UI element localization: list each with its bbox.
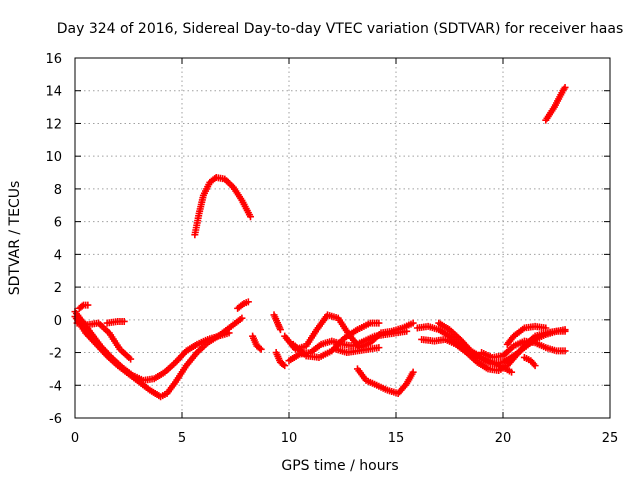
series-track-a — [71, 313, 246, 401]
data-point — [246, 213, 254, 221]
plot-area — [71, 83, 569, 401]
data-point — [561, 347, 569, 355]
data-point — [257, 345, 265, 353]
data-point — [561, 327, 569, 335]
y-axis-label: SDTVAR / TECUs — [7, 181, 23, 296]
series-track-e — [103, 317, 128, 327]
data-point — [281, 362, 289, 370]
data-point — [531, 362, 539, 370]
plot-frame — [74, 57, 611, 419]
y-tick-label: 14 — [45, 85, 62, 100]
y-tick-label: -2 — [49, 347, 62, 362]
data-point — [276, 326, 284, 334]
y-tick-label: 4 — [54, 248, 62, 263]
series-track-n — [332, 344, 383, 357]
y-tick-label: -4 — [49, 379, 62, 394]
chart-title: Day 324 of 2016, Sidereal Day-to-day VTE… — [57, 21, 624, 37]
data-point — [78, 302, 86, 310]
series-track-s — [478, 337, 569, 361]
series-track-h — [249, 332, 265, 353]
series-track-g — [191, 173, 254, 239]
series-track-c — [73, 319, 135, 363]
series-track-m — [289, 319, 383, 361]
data-point — [244, 298, 252, 306]
y-tick-label: 2 — [54, 281, 62, 296]
axis-ticks: 0 5 10 15 20 25 -6 -4 -2 0 2 4 6 8 10 12 14 16 — [45, 52, 618, 446]
data-point — [279, 361, 287, 369]
data-point — [508, 368, 516, 376]
x-tick-label: 10 — [281, 431, 298, 446]
data-point — [84, 301, 92, 309]
data-point — [542, 324, 550, 332]
y-tick-label: 12 — [45, 117, 62, 132]
data-point — [238, 314, 246, 322]
series-track-t — [503, 322, 550, 348]
data-point — [561, 83, 569, 91]
series-track-f — [234, 298, 252, 312]
series-track-r — [435, 319, 516, 376]
x-tick-label: 5 — [178, 431, 186, 446]
series-track-v — [542, 83, 569, 124]
data-point — [225, 329, 233, 337]
series-track-u — [520, 353, 539, 370]
series-track-j — [272, 349, 289, 370]
series-track-d — [75, 301, 92, 312]
x-tick-label: 0 — [71, 431, 79, 446]
data-point — [409, 368, 417, 376]
x-tick-label: 15 — [388, 431, 405, 446]
y-tick-label: 10 — [45, 150, 62, 165]
grid-lines — [75, 58, 610, 418]
x-tick-label: 20 — [495, 431, 512, 446]
data-point — [127, 355, 135, 363]
data-point — [409, 319, 417, 327]
y-tick-label: 16 — [45, 52, 62, 67]
y-tick-label: 6 — [54, 216, 62, 231]
y-tick-label: -6 — [49, 412, 62, 427]
data-point — [256, 344, 264, 352]
x-axis-label: GPS time / hours — [281, 458, 398, 474]
data-point — [375, 319, 383, 327]
series-track-o — [353, 365, 417, 397]
data-point — [375, 344, 383, 352]
data-point — [120, 317, 128, 325]
y-tick-label: 8 — [54, 183, 62, 198]
y-tick-label: 0 — [54, 314, 62, 329]
series-track-i — [270, 311, 284, 334]
data-point — [403, 327, 411, 335]
x-tick-label: 25 — [602, 431, 619, 446]
